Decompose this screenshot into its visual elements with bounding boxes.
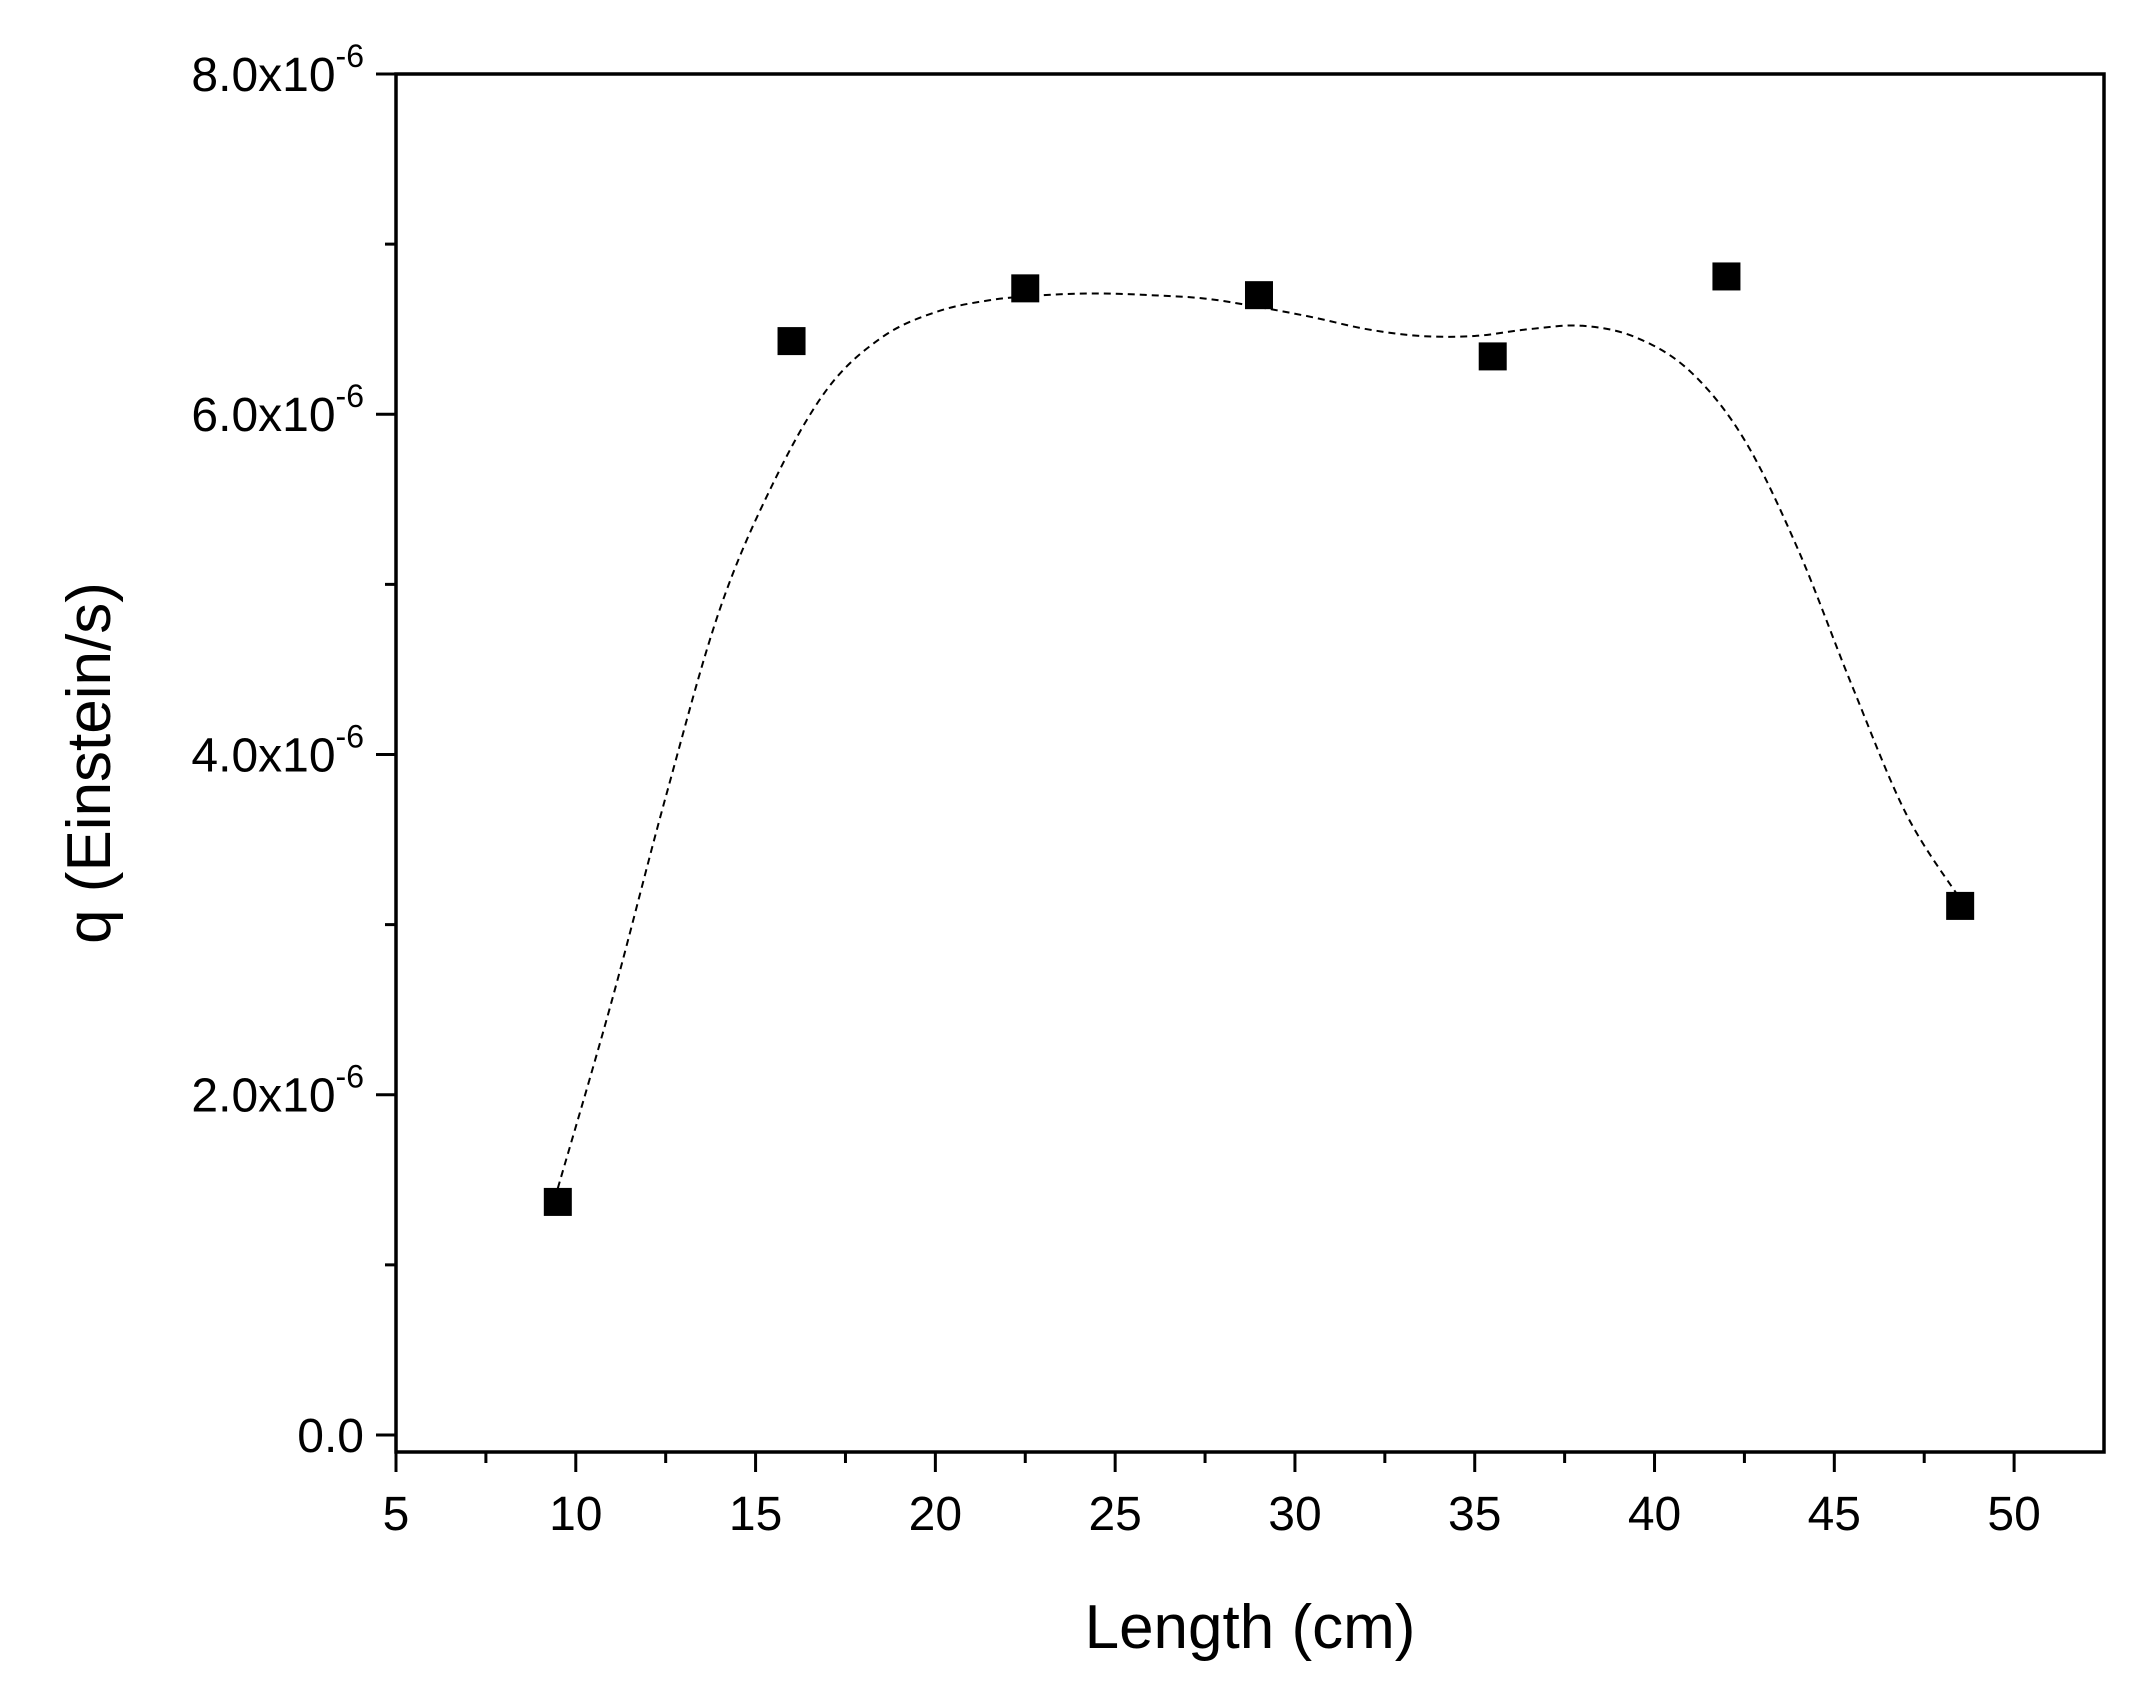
y-tick-mantissa: 2.0x10 <box>191 1070 335 1123</box>
y-tick-exponent: -6 <box>336 1059 364 1095</box>
x-tick-label: 20 <box>909 1488 962 1541</box>
x-axis-tick-labels: 5 10 15 20 25 30 35 40 45 50 <box>383 1488 2041 1541</box>
plot-area <box>543 262 1975 1216</box>
x-tick-label: 30 <box>1268 1488 1321 1541</box>
x-tick-label: 25 <box>1088 1488 1141 1541</box>
data-point-marker <box>1478 342 1507 371</box>
y-tick-mantissa: 8.0x10 <box>191 49 335 102</box>
y-tick-label: 4.0x10-6 <box>191 718 364 782</box>
y-tick-label: 0.0 <box>297 1410 364 1463</box>
x-tick-label: 35 <box>1448 1488 1501 1541</box>
x-axis-ticks <box>394 1452 2016 1472</box>
data-point-marker <box>1011 274 1040 303</box>
x-tick-label: 40 <box>1628 1488 1681 1541</box>
plot-frame <box>394 72 2106 1454</box>
y-tick-exponent: -6 <box>336 38 364 74</box>
y-tick-mantissa: 6.0x10 <box>191 389 335 442</box>
x-tick-label: 10 <box>549 1488 602 1541</box>
x-axis-title: Length (cm) <box>1085 1593 1416 1662</box>
y-tick-exponent: -6 <box>336 378 364 414</box>
y-axis-title: q (Einstein/s) <box>55 582 124 944</box>
y-tick-exponent: -6 <box>336 718 364 754</box>
data-point-marker <box>1946 891 1975 920</box>
data-point-marker <box>777 327 806 356</box>
x-tick-label: 5 <box>383 1488 410 1541</box>
x-tick-label: 50 <box>1987 1488 2040 1541</box>
y-tick-mantissa: 0.0 <box>297 1410 364 1463</box>
fit-curve <box>556 292 1962 1189</box>
y-tick-label: 6.0x10-6 <box>191 378 364 442</box>
y-axis-ticks <box>376 72 396 1437</box>
y-tick-mantissa: 4.0x10 <box>191 729 335 782</box>
x-tick-label: 15 <box>729 1488 782 1541</box>
x-tick-label: 45 <box>1808 1488 1861 1541</box>
y-axis-tick-labels: 0.02.0x10-64.0x10-66.0x10-68.0x10-6 <box>191 38 364 1463</box>
y-tick-label: 2.0x10-6 <box>191 1059 364 1123</box>
data-point-marker <box>1712 262 1741 291</box>
data-point-marker <box>543 1187 572 1216</box>
data-point-marker <box>1244 281 1273 310</box>
y-tick-label: 8.0x10-6 <box>191 38 364 102</box>
data-markers <box>543 262 1975 1216</box>
